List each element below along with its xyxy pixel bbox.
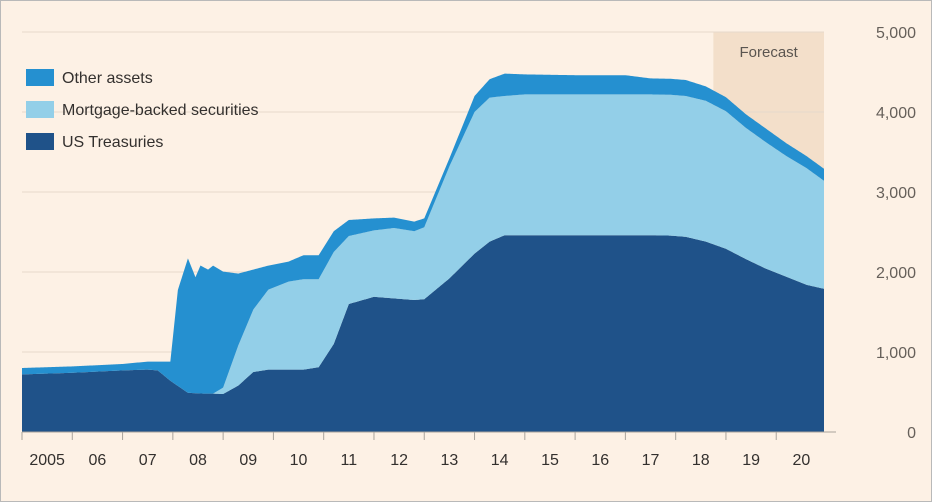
y-tick-label: 1,000 [876,345,916,362]
x-tick-label: 19 [742,452,760,469]
x-tick-label: 2005 [29,452,65,469]
legend-swatch [26,69,54,86]
y-tick-label: 3,000 [876,185,916,202]
legend-label: Mortgage-backed securities [62,102,259,119]
y-tick-label: 5,000 [876,25,916,42]
x-tick-label: 12 [390,452,408,469]
x-tick-label: 13 [440,452,458,469]
x-tick-label: 15 [541,452,559,469]
legend: Other assets Mortgage-backed securities US… [26,69,259,151]
x-tick-label: 14 [491,452,509,469]
x-tick-label: 18 [692,452,710,469]
x-tick-label: 17 [642,452,660,469]
x-tick-label: 06 [89,452,107,469]
area-other-assets [22,73,824,394]
y-tick-label: 2,000 [876,265,916,282]
x-tick-label: 09 [239,452,257,469]
y-tick-label: 0 [907,425,916,442]
forecast-label: Forecast [740,44,799,61]
y-tick-label: 4,000 [876,105,916,122]
legend-swatch [26,101,54,118]
legend-label: Other assets [62,70,153,87]
x-tick-label: 10 [290,452,308,469]
legend-swatch [26,133,54,150]
x-tick-label: 07 [139,452,157,469]
x-axis-ticks: 2005 06 07 08 09 10 11 12 13 14 15 16 17 18 19 20 [21,432,810,469]
legend-label: US Treasuries [62,134,163,151]
x-tick-label: 11 [341,452,358,469]
area-us-treasuries [22,235,824,432]
stacked-areas [22,73,824,432]
area-mortgage-backed-securities [22,94,824,395]
x-tick-label: 20 [792,452,810,469]
x-tick-label: 16 [591,452,609,469]
x-tick-label: 08 [189,452,207,469]
y-axis-ticks: 0 1,000 2,000 3,000 4,000 5,000 [876,25,916,442]
